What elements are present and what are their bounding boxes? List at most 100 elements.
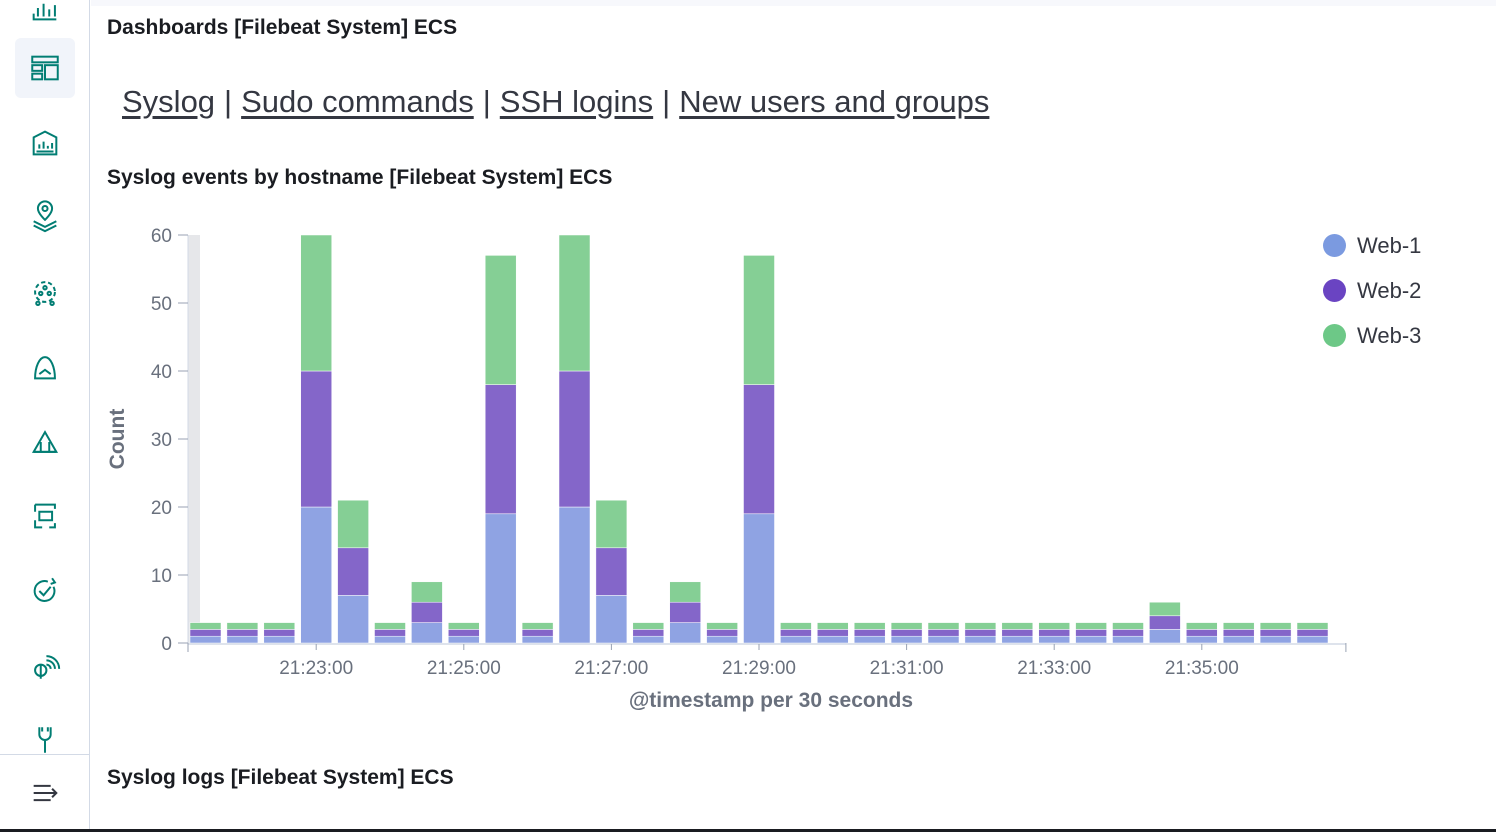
bar-web-1	[853, 635, 886, 644]
bar-web-2	[1259, 629, 1292, 637]
y-axis-title: Count	[106, 409, 129, 470]
chart-legend: Web-1 Web-2 Web-3	[1323, 223, 1421, 358]
bar-web-1	[1075, 635, 1107, 644]
bar-web-2	[632, 629, 665, 637]
bar-web-2	[484, 384, 517, 515]
fleet-icon[interactable]	[15, 636, 75, 696]
bar-web-3	[1259, 622, 1292, 630]
bar-web-3	[743, 255, 775, 385]
uptime-icon[interactable]	[15, 561, 75, 621]
bar-web-1	[448, 635, 480, 644]
links-panel-title: Dashboards [Filebeat System] ECS	[107, 16, 458, 39]
bar-web-2	[669, 601, 701, 623]
bar-web-3	[853, 622, 886, 630]
bar-web-3	[1001, 622, 1034, 630]
bar-web-3	[890, 622, 923, 630]
bar-web-3	[1075, 622, 1107, 630]
bar-web-2	[1222, 629, 1255, 637]
link-separator: |	[482, 84, 491, 119]
chart-panel-title: Syslog events by hostname [Filebeat Syst…	[107, 166, 613, 189]
bar-web-3	[337, 499, 369, 549]
bar-web-1	[632, 635, 665, 644]
bar-web-3	[817, 622, 849, 630]
bar-web-3	[706, 622, 738, 630]
bar-web-2	[1149, 615, 1181, 630]
legend-item-web-1[interactable]: Web-1	[1323, 223, 1421, 268]
logs-panel-title: Syslog logs [Filebeat System] ECS	[107, 766, 454, 789]
infrastructure-icon[interactable]	[15, 486, 75, 546]
bar-web-1	[189, 635, 222, 644]
bar-web-1	[226, 635, 259, 644]
bar-web-1	[1222, 635, 1255, 644]
dashboard-links: Syslog | Sudo commands | SSH logins | New user…	[122, 84, 989, 120]
bar-web-1	[411, 622, 443, 644]
bar-web-2	[853, 629, 886, 637]
visualize-library-icon[interactable]	[15, 412, 75, 472]
bar-web-2	[595, 547, 628, 596]
bar-web-1	[374, 635, 406, 644]
brush-band	[188, 235, 200, 643]
x-tick-label: 21:33:00	[1017, 658, 1091, 679]
bar-web-1	[817, 635, 849, 644]
bar-web-3	[1038, 622, 1070, 630]
machine-learning-icon[interactable]	[15, 262, 75, 322]
link-ssh-logins[interactable]: SSH logins	[499, 84, 654, 119]
bar-web-2	[558, 370, 591, 508]
legend-dot-icon	[1323, 324, 1346, 347]
chart-canvas: 0 10 20 30 40 50 60 Count 21:23:00 21:25:00 21:27:…	[106, 226, 1347, 712]
bar-web-1	[706, 635, 738, 644]
bar-web-2	[1186, 629, 1218, 637]
bar-web-1	[1112, 635, 1144, 644]
dev-tools-icon[interactable]	[15, 710, 75, 770]
canvas-icon[interactable]	[15, 113, 75, 173]
dashboard-grid: Dashboards [Filebeat System] ECS Syslog |…	[91, 0, 1496, 832]
bar-web-2	[263, 629, 296, 637]
bar-web-2	[521, 629, 554, 637]
bar-web-2	[1075, 629, 1107, 637]
graph-icon[interactable]	[15, 337, 75, 397]
bar-web-3	[300, 234, 332, 372]
bar-web-3	[484, 255, 517, 385]
y-tick-label: 20	[151, 498, 172, 519]
bar-web-1	[263, 635, 296, 644]
bar-web-2	[374, 629, 406, 637]
bar-web-1	[890, 635, 923, 644]
legend-item-web-2[interactable]: Web-2	[1323, 268, 1421, 313]
link-separator: |	[224, 84, 233, 119]
bar-web-1	[1149, 629, 1181, 644]
bar-web-1	[780, 635, 812, 644]
bar-web-2	[964, 629, 997, 637]
x-axis-title: @timestamp per 30 seconds	[629, 689, 913, 712]
bar-web-1	[484, 513, 517, 644]
link-syslog[interactable]: Syslog	[122, 84, 216, 119]
legend-item-web-3[interactable]: Web-3	[1323, 313, 1421, 358]
legend-dot-icon	[1323, 279, 1346, 302]
bar-web-1	[1038, 635, 1070, 644]
y-tick-label: 0	[161, 634, 172, 655]
link-sudo-commands[interactable]: Sudo commands	[241, 84, 474, 119]
bar-web-3	[1186, 622, 1218, 630]
bar-web-3	[558, 234, 591, 372]
link-new-users-and-groups[interactable]: New users and groups	[679, 84, 990, 119]
bar-web-3	[1222, 622, 1255, 630]
bar-web-2	[1296, 629, 1329, 637]
bar-web-2	[189, 629, 222, 637]
x-tick-label: 21:27:00	[574, 658, 648, 679]
bar-web-1	[927, 635, 960, 644]
bar-web-1	[1296, 635, 1329, 644]
bar-web-1	[964, 635, 997, 644]
bottom-border	[0, 829, 1496, 832]
dashboard-icon[interactable]	[15, 38, 75, 98]
menu-collapse-icon[interactable]	[15, 763, 75, 823]
y-tick-label: 30	[151, 430, 172, 451]
analytics-icon[interactable]	[15, 0, 75, 38]
bar-web-1	[300, 506, 332, 644]
top-divider	[91, 0, 1496, 6]
bar-web-2	[411, 601, 443, 623]
bar-web-1	[1186, 635, 1218, 644]
maps-icon[interactable]	[15, 187, 75, 247]
sidebar-footer	[0, 754, 89, 832]
bar-web-1	[743, 513, 775, 644]
bar-web-2	[706, 629, 738, 637]
bar-web-2	[890, 629, 923, 637]
